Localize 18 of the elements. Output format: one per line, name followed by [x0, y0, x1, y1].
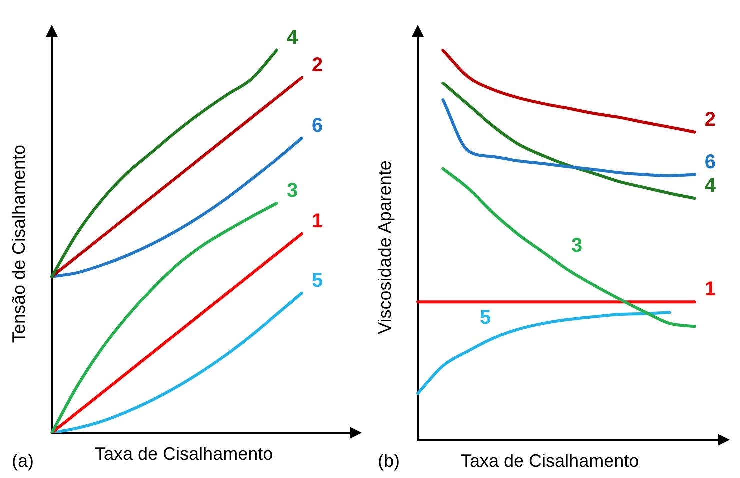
series-label: 3	[571, 235, 583, 258]
series-label: 2	[312, 54, 324, 76]
x-axis-title: Taxa de Cisalhamento	[461, 450, 640, 471]
text: (b)	[378, 450, 400, 471]
series-label: 3	[287, 180, 298, 202]
series-label: 4	[704, 175, 717, 198]
y-axis-title: Tensão de Cisalhamento	[8, 144, 29, 344]
series-label: 1	[704, 278, 716, 301]
series-label: 6	[312, 114, 324, 137]
x-axis-title: Taxa de Cisalhamento	[95, 444, 274, 464]
series-label: 5	[312, 270, 324, 292]
text: (a)	[12, 450, 34, 471]
y-axis-title: Viscosidade Aparente	[374, 160, 395, 334]
series-label: 1	[312, 210, 324, 233]
series-label: 5	[480, 306, 492, 329]
series-label: 6	[704, 151, 716, 174]
series-label: 4	[287, 26, 299, 49]
series-label: 2	[704, 108, 716, 131]
